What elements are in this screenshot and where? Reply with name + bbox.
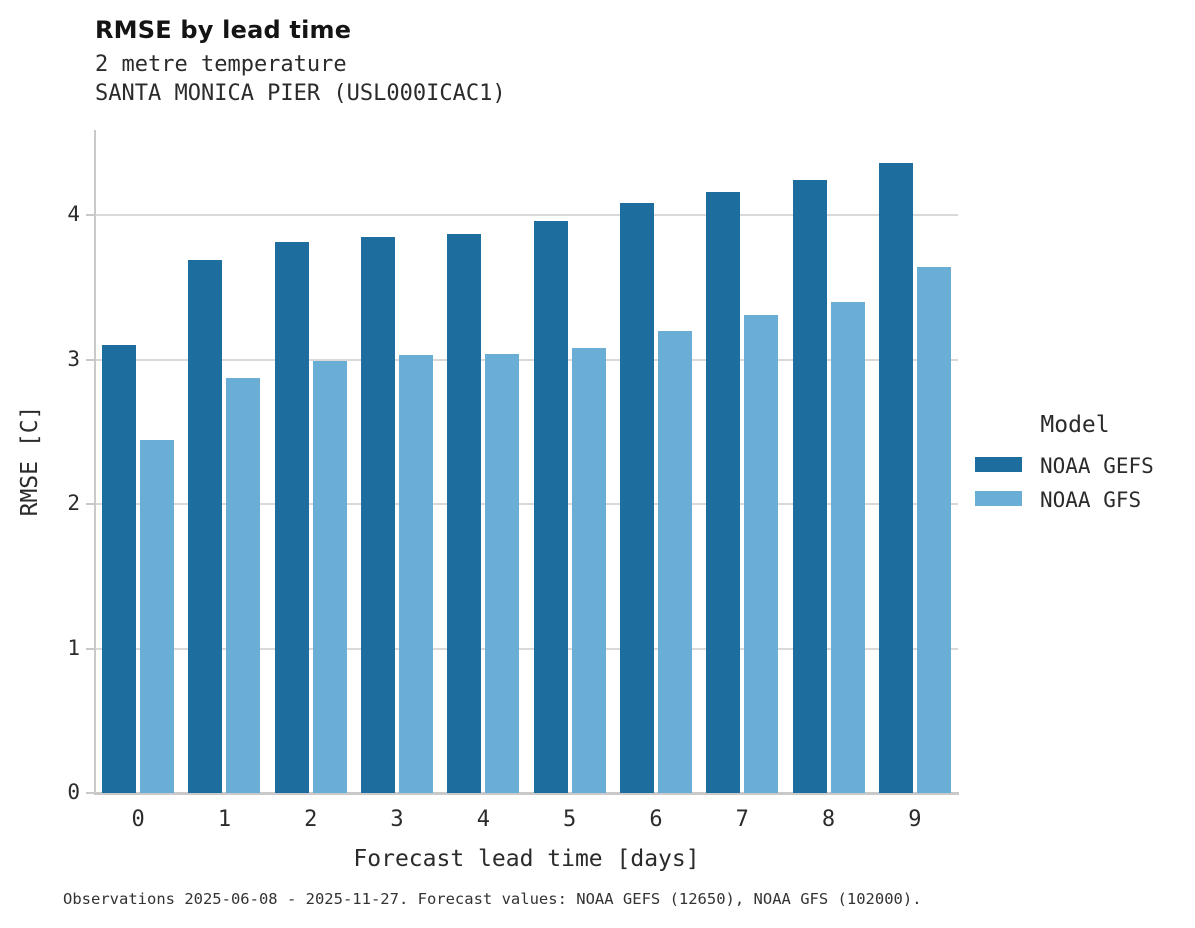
x-tick-label-0: 0 [131, 807, 145, 832]
legend-swatch-noaa-gfs-icon [975, 491, 1022, 506]
gridline-y-1 [95, 647, 958, 650]
bar-noaa-gfs-lead-3 [399, 355, 434, 793]
x-tick-label-6: 6 [649, 807, 663, 832]
bar-noaa-gfs-lead-2 [312, 360, 347, 793]
bar-noaa-gefs-lead-8 [792, 180, 827, 793]
bar-noaa-gefs-lead-9 [878, 162, 913, 793]
x-tick-label-1: 1 [217, 807, 232, 832]
bar-noaa-gfs-lead-7 [744, 314, 779, 793]
bar-noaa-gefs-lead-4 [447, 233, 482, 793]
bar-noaa-gfs-lead-0 [140, 440, 175, 793]
bar-noaa-gfs-lead-8 [830, 301, 865, 793]
bar-noaa-gefs-lead-2 [274, 242, 309, 793]
bar-noaa-gefs-lead-7 [706, 191, 741, 793]
gridline-y-3 [95, 358, 958, 361]
bar-noaa-gfs-lead-5 [571, 347, 606, 793]
bar-noaa-gfs-lead-6 [657, 330, 692, 793]
bar-noaa-gefs-lead-6 [619, 203, 654, 793]
x-tick-label-7: 7 [735, 807, 749, 832]
gridline-y-2 [95, 503, 958, 505]
y-tick-label-1: 1 [67, 635, 80, 660]
chart-subtitle-variable: 2 metre temperature [95, 52, 347, 77]
y-tick-label-4: 4 [67, 202, 80, 226]
x-axis-spine [94, 792, 959, 795]
y-tick-mark-0 [86, 792, 94, 794]
legend-swatch-noaa-gefs-icon [975, 457, 1022, 472]
chart-subtitle-station: SANTA MONICA PIER (USL000ICAC1) [95, 81, 506, 106]
caption: Observations 2025-06-08 - 2025-11-27. Fo… [63, 890, 922, 908]
y-tick-label-3: 3 [67, 346, 80, 371]
x-tick-label-5: 5 [563, 807, 577, 832]
bar-noaa-gefs-lead-1 [188, 259, 223, 793]
bar-noaa-gfs-lead-4 [485, 353, 520, 793]
gridline-y-4 [95, 214, 958, 216]
x-tick-label-3: 3 [390, 807, 404, 832]
x-axis-label: Forecast lead time [days] [353, 846, 700, 872]
y-tick-mark-1 [86, 647, 94, 650]
chart-title: RMSE by lead time [95, 16, 352, 44]
legend-title: Model [1040, 412, 1110, 438]
y-axis-label: RMSE [C] [17, 405, 43, 516]
y-tick-mark-4 [86, 214, 94, 216]
x-tick-label-2: 2 [304, 807, 318, 832]
bar-noaa-gefs-lead-3 [361, 236, 396, 793]
y-tick-label-2: 2 [67, 491, 80, 515]
bar-noaa-gefs-lead-0 [102, 345, 137, 793]
bar-noaa-gfs-lead-1 [226, 378, 261, 793]
y-tick-mark-2 [86, 503, 94, 505]
legend-label-noaa-gfs: NOAA GFS [1040, 488, 1142, 512]
bar-noaa-gefs-lead-5 [533, 220, 568, 793]
legend-label-noaa-gefs: NOAA GEFS [1040, 454, 1154, 478]
y-axis-spine [94, 130, 96, 795]
x-tick-label-4: 4 [476, 807, 490, 832]
x-tick-label-9: 9 [908, 807, 922, 832]
y-tick-mark-3 [86, 358, 94, 361]
bar-noaa-gfs-lead-9 [916, 267, 951, 793]
x-tick-label-8: 8 [821, 807, 836, 832]
y-tick-label-0: 0 [67, 780, 80, 804]
